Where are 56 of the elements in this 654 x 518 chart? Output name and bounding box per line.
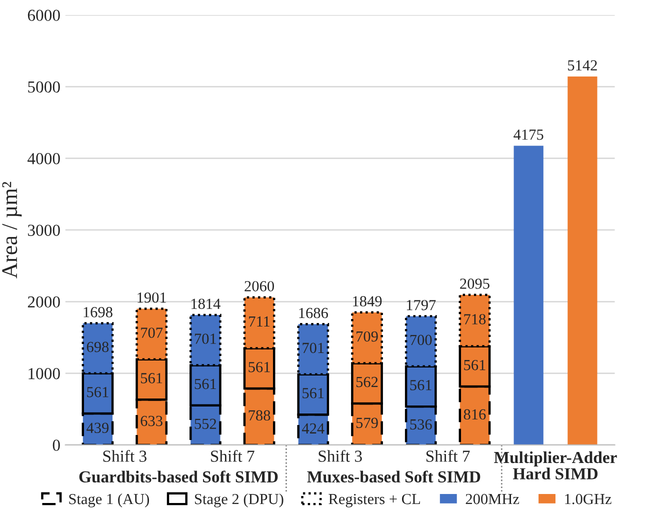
data-label: 561	[464, 360, 486, 370]
total-label: 2060	[244, 281, 274, 292]
y-axis-title: Area / µm²	[2, 182, 22, 278]
data-label: 536	[410, 419, 432, 430]
data-label: 701	[302, 342, 324, 354]
legend-label: 200MHz	[466, 494, 520, 504]
y-tick-label: 0	[52, 440, 60, 451]
total-label: 2095	[460, 278, 490, 289]
total-label: 1698	[84, 307, 112, 318]
data-label: 718	[464, 314, 486, 324]
data-label: 552	[194, 418, 216, 430]
y-tick-label: 4000	[28, 153, 60, 164]
x-tick-label: Shift 3	[103, 450, 146, 462]
y-tick-label: 5000	[28, 81, 60, 93]
total-label: 1797	[406, 300, 436, 310]
legend-label: Stage 1 (AU)	[69, 493, 150, 508]
y-tick-label: 1000	[28, 368, 60, 380]
data-label: 561	[87, 386, 108, 398]
text: Guardbits-based Soft SIMD	[79, 470, 278, 483]
x-tick-label: Shift 7	[426, 450, 470, 462]
data-label: 561	[302, 388, 324, 398]
x-tick-label: Shift 3	[318, 450, 362, 462]
data-label: 561	[410, 380, 432, 390]
data-label: 709	[356, 331, 378, 342]
data-label: 707	[141, 328, 163, 338]
text: Muxes-based Soft SIMD	[307, 470, 480, 483]
y-tick-label: 2000	[28, 296, 60, 308]
data-label: 633	[140, 416, 162, 426]
data-label: 562	[356, 376, 378, 388]
data-label: 561	[248, 362, 270, 372]
x-tick-label: Shift 7	[211, 450, 254, 462]
data-label: 561	[194, 378, 216, 390]
data-label: 424	[302, 423, 324, 434]
data-label: 5142	[568, 60, 597, 71]
data-label: 700	[410, 334, 432, 346]
legend-label: Stage 2 (DPU)	[195, 493, 284, 508]
data-label: 816	[464, 409, 486, 420]
data-label: 4175	[514, 130, 544, 140]
total-label: 1849	[353, 296, 382, 306]
data-label: 711	[249, 316, 270, 326]
data-label: 698	[86, 342, 109, 352]
data-label: 439	[86, 422, 109, 434]
data-label: 561	[141, 373, 162, 384]
total-label: 1814	[192, 298, 220, 310]
data-label: 579	[356, 418, 378, 428]
y-tick-label: 6000	[28, 10, 60, 21]
legend-label: 1.0GHz	[565, 494, 612, 504]
bar	[514, 146, 544, 445]
total-label: 1686	[299, 308, 328, 318]
data-label: 701	[194, 334, 216, 344]
y-tick-label: 3000	[28, 224, 60, 236]
text: Multiplier-Adder Hard SIMD	[494, 451, 617, 480]
data-label: 788	[248, 410, 270, 421]
legend-label: Registers + CL	[328, 494, 420, 508]
bar	[568, 76, 598, 445]
total-label: 1901	[138, 292, 166, 303]
